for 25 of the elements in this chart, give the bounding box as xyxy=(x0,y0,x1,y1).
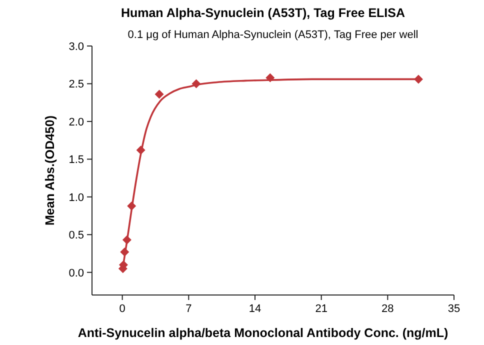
x-tick-label: 28 xyxy=(382,303,394,315)
x-tick-label: 14 xyxy=(248,303,262,315)
x-tick-label: 21 xyxy=(315,303,328,315)
y-tick-label: 0.5 xyxy=(68,230,84,242)
y-tick-label: 1.5 xyxy=(68,154,84,166)
point xyxy=(120,247,130,256)
point xyxy=(136,146,146,155)
y-tick-label: 2.5 xyxy=(68,78,84,91)
point xyxy=(127,201,136,210)
x-tick-label: 7 xyxy=(186,303,192,315)
point xyxy=(192,79,201,88)
y-tick-label: 1.0 xyxy=(68,192,84,204)
y-tick-label: 2.0 xyxy=(68,116,84,128)
y-tick-label: 0.0 xyxy=(68,267,84,280)
y-tick-label: 3.0 xyxy=(68,41,84,53)
x-tick-label: 0 xyxy=(119,303,126,315)
point xyxy=(266,73,275,82)
chart-subtitle: 0.1 μg of Human Alpha-Synuclein (A53T), Tag Free per well xyxy=(128,29,418,41)
x-tick-label: 35 xyxy=(448,303,460,315)
x-axis-title: Anti-Synucelin alpha/beta Monoclonal Antibody Conc. (ng/mL) xyxy=(78,326,448,340)
chart-title: Human Alpha-Synuclein (A53T), Tag Free ELISA xyxy=(120,6,406,20)
point xyxy=(122,235,132,244)
point xyxy=(414,74,423,84)
y-axis-title: Mean Abs.(OD450) xyxy=(43,116,57,226)
point xyxy=(154,90,164,99)
